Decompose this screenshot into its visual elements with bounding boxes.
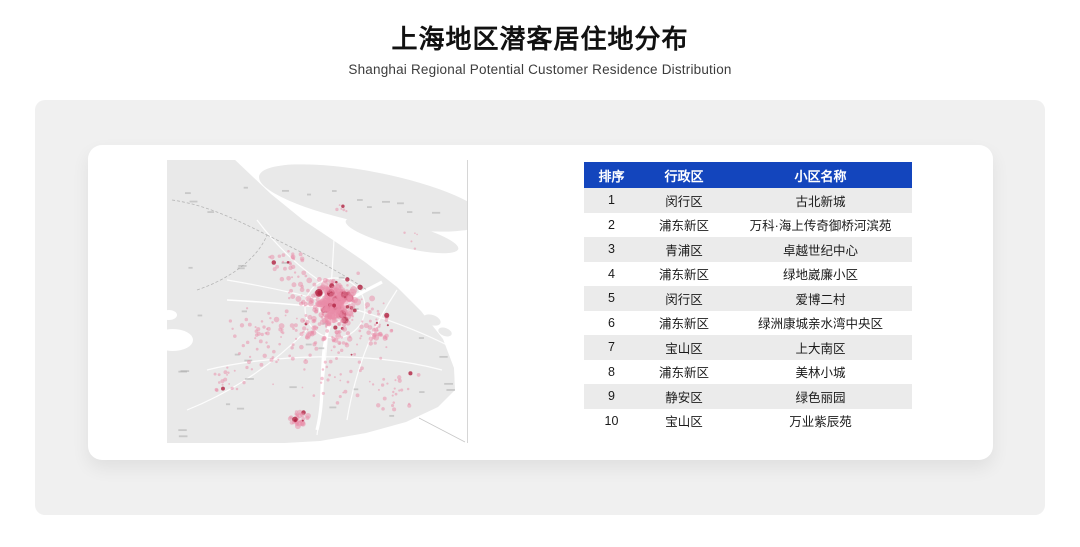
table-row: 5 闵行区 爱博二村 bbox=[584, 286, 912, 311]
community-cell: 绿地崴廉小区 bbox=[782, 268, 858, 283]
district-cell: 浦东新区 bbox=[658, 268, 709, 283]
table-header: 排序 行政区 小区名称 bbox=[584, 162, 912, 188]
community-cell: 万业紫辰苑 bbox=[789, 415, 852, 430]
district-cell: 闵行区 bbox=[665, 292, 703, 307]
map-island-changxing bbox=[345, 216, 459, 254]
rank-cell: 7 bbox=[608, 340, 615, 355]
community-cell: 古北新城 bbox=[795, 194, 846, 209]
rank-cell: 5 bbox=[608, 291, 615, 306]
rank-cell: 9 bbox=[608, 389, 615, 404]
table-row: 1 闵行区 古北新城 bbox=[584, 188, 912, 213]
district-cell: 浦东新区 bbox=[658, 317, 709, 332]
district-cell: 宝山区 bbox=[665, 341, 703, 356]
rank-cell: 4 bbox=[608, 266, 615, 281]
district-cell: 青浦区 bbox=[665, 243, 703, 258]
rank-cell: 2 bbox=[608, 217, 615, 232]
map-lake bbox=[167, 310, 177, 320]
table-row: 6 浦东新区 绿洲康城亲水湾中央区 bbox=[584, 310, 912, 335]
page-header: 上海地区潜客居住地分布 Shanghai Regional Potential … bbox=[0, 0, 1080, 77]
content-card: 排序 行政区 小区名称 1 闵行区 古北新城 2 浦东新区 万科·海上传奇御桥河滨苑 3 青浦区 卓… bbox=[88, 145, 993, 460]
map-density-dots bbox=[213, 204, 421, 430]
page-title: 上海地区潜客居住地分布 bbox=[391, 24, 689, 54]
table-row: 7 宝山区 上大南区 bbox=[584, 335, 912, 360]
rank-cell: 1 bbox=[608, 193, 615, 208]
shanghai-map bbox=[167, 160, 468, 443]
column-header-1: 行政区 bbox=[664, 168, 704, 184]
district-cell: 宝山区 bbox=[665, 415, 703, 430]
community-cell: 卓越世纪中心 bbox=[782, 243, 858, 258]
page-subtitle: Shanghai Regional Potential Customer Res… bbox=[348, 62, 732, 78]
table-row: 3 青浦区 卓越世纪中心 bbox=[584, 237, 912, 262]
community-cell: 万科·海上传奇御桥河滨苑 bbox=[749, 219, 892, 234]
map-shoal bbox=[438, 327, 452, 337]
map-canvas bbox=[167, 160, 467, 443]
map-island-chongming bbox=[259, 164, 467, 232]
community-cell: 绿洲康城亲水湾中央区 bbox=[757, 317, 883, 332]
table-row: 4 浦东新区 绿地崴廉小区 bbox=[584, 261, 912, 286]
map-lake bbox=[167, 329, 193, 351]
map-bridge bbox=[418, 417, 466, 443]
column-header-0: 排序 bbox=[598, 168, 625, 184]
rank-cell: 8 bbox=[608, 364, 615, 379]
rank-cell: 3 bbox=[608, 242, 615, 257]
column-header-2: 小区名称 bbox=[794, 168, 847, 184]
table-row: 2 浦东新区 万科·海上传奇御桥河滨苑 bbox=[584, 212, 912, 237]
table-row: 10 宝山区 万业紫辰苑 bbox=[584, 408, 912, 433]
ranking-table: 排序 行政区 小区名称 1 闵行区 古北新城 2 浦东新区 万科·海上传奇御桥河滨苑 3 青浦区 卓… bbox=[584, 162, 912, 433]
community-cell: 绿色丽园 bbox=[795, 390, 846, 405]
rank-cell: 6 bbox=[608, 315, 615, 330]
district-cell: 浦东新区 bbox=[658, 366, 709, 381]
table-row: 8 浦东新区 美林小城 bbox=[584, 359, 912, 384]
community-cell: 爱博二村 bbox=[795, 292, 846, 307]
district-cell: 浦东新区 bbox=[658, 219, 709, 234]
table-body: 1 闵行区 古北新城 2 浦东新区 万科·海上传奇御桥河滨苑 3 青浦区 卓越世纪中心 4 浦东新区… bbox=[584, 188, 912, 433]
map-shoal bbox=[423, 314, 441, 326]
community-cell: 美林小城 bbox=[795, 366, 846, 381]
rank-cell: 10 bbox=[604, 413, 619, 428]
district-cell: 闵行区 bbox=[665, 194, 703, 209]
table-row: 9 静安区 绿色丽园 bbox=[584, 384, 912, 409]
district-cell: 静安区 bbox=[665, 390, 703, 405]
community-cell: 上大南区 bbox=[795, 341, 846, 356]
